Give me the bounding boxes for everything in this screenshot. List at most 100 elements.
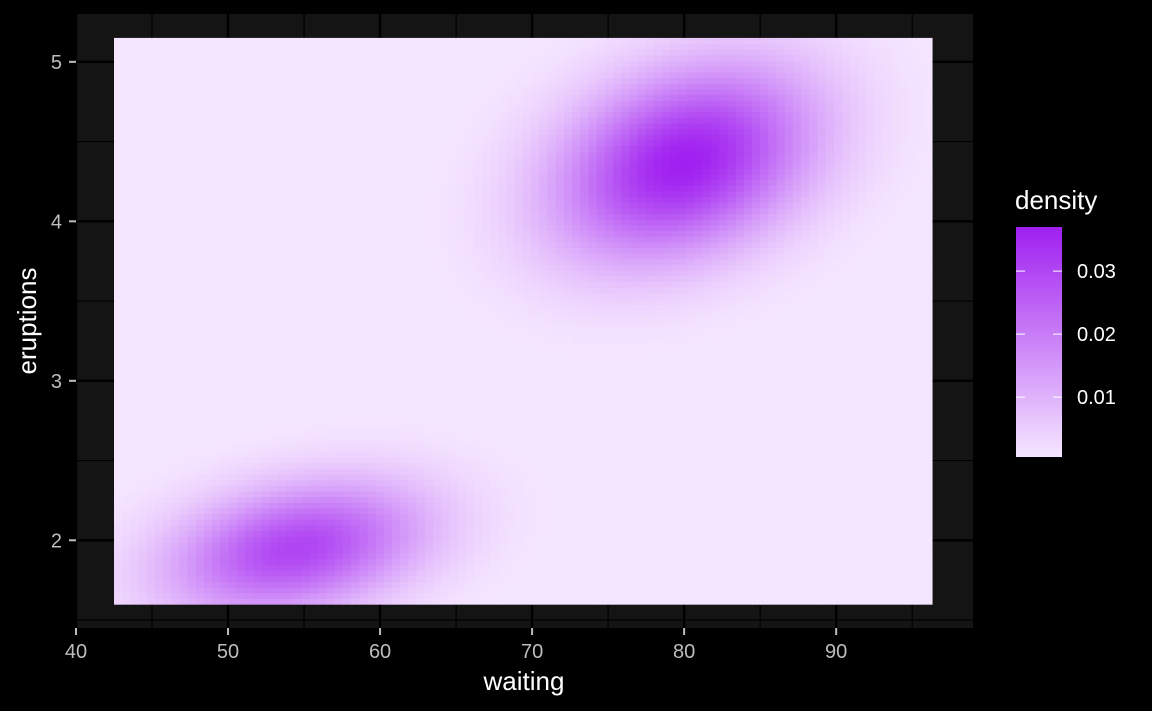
density-tile [719,502,729,509]
density-tile [482,479,491,486]
density-tile [514,524,524,532]
density-tile [334,587,344,594]
density-tile [891,405,900,413]
density-tile [269,366,279,373]
density-tile [433,592,442,600]
density-tile [735,598,745,605]
density-tile [433,451,442,458]
density-tile [792,524,802,532]
density-tile [539,496,549,503]
density-tile [572,456,581,464]
density-tile [923,377,933,384]
density-tile [351,388,360,396]
density-tile [702,598,712,605]
density-tile [343,371,352,379]
density-tile [171,332,181,339]
density-tile [285,530,295,537]
density-tile [367,485,377,492]
density-tile [310,564,320,571]
density-tile [490,536,500,543]
density-tile [416,366,426,373]
density-tile [269,337,279,345]
density-tile [784,428,794,435]
density-tile [482,587,491,594]
density-tile [702,553,712,560]
density-tile [768,558,778,566]
density-tile [792,422,802,430]
density-tile [285,371,295,379]
density-tile [277,541,287,549]
density-tile [179,349,189,356]
density-tile [383,496,393,503]
density-tile [310,377,320,384]
density-tile [653,541,663,549]
density-tile [817,411,827,418]
density-tile [441,519,450,526]
density-tile [310,502,320,509]
density-tile [359,326,369,333]
density-tile [711,400,720,407]
density-tile [138,360,148,367]
density-tile [662,417,671,424]
density-tile [841,547,851,554]
density-tile [760,570,769,577]
density-tile [915,388,925,396]
density-tile [465,581,475,588]
density-tile [343,570,352,577]
density-tile [801,587,810,594]
density-tile [498,564,508,571]
density-tile [310,581,320,588]
density-tile [146,462,156,469]
density-tile [702,485,712,492]
density-tile [310,598,320,605]
density-tile [490,360,500,367]
density-tile [302,553,311,560]
density-tile [171,456,181,464]
density-tile [743,513,753,520]
density-tile [653,519,663,526]
density-tile [604,451,614,458]
density-tile [702,445,712,452]
density-tile [719,513,729,520]
density-tile [457,513,467,520]
density-tile [596,456,606,464]
density-tile [130,524,140,532]
density-tile [343,462,352,469]
density-tile [506,411,516,418]
density-tile [187,479,197,486]
density-tile [612,479,622,486]
density-tile [310,337,320,345]
density-tile [580,519,590,526]
density-tile [580,473,590,481]
density-tile [171,587,181,594]
density-tile [752,405,761,413]
density-tile [261,581,271,588]
density-tile [318,337,328,345]
density-tile [555,321,565,328]
density-tile [408,321,418,328]
density-tile [220,479,230,486]
density-tile [907,428,917,435]
density-tile [547,451,557,458]
density-tile [612,451,622,458]
density-tile [351,456,360,464]
density-tile [719,332,729,339]
density-tile [114,553,123,560]
density-tile [457,371,467,379]
density-tile [212,558,221,566]
density-tile [809,553,819,560]
density-tile [359,524,369,532]
density-tile [130,564,140,571]
density-tile [858,496,868,503]
density-tile [171,490,181,498]
density-tile [727,479,737,486]
density-tile [154,519,164,526]
density-tile [891,541,900,549]
density-tile [653,428,663,435]
density-tile [326,371,336,379]
density-tile [114,530,123,537]
density-tile [383,411,393,418]
density-tile [310,462,320,469]
density-tile [212,547,221,554]
density-tile [482,513,491,520]
